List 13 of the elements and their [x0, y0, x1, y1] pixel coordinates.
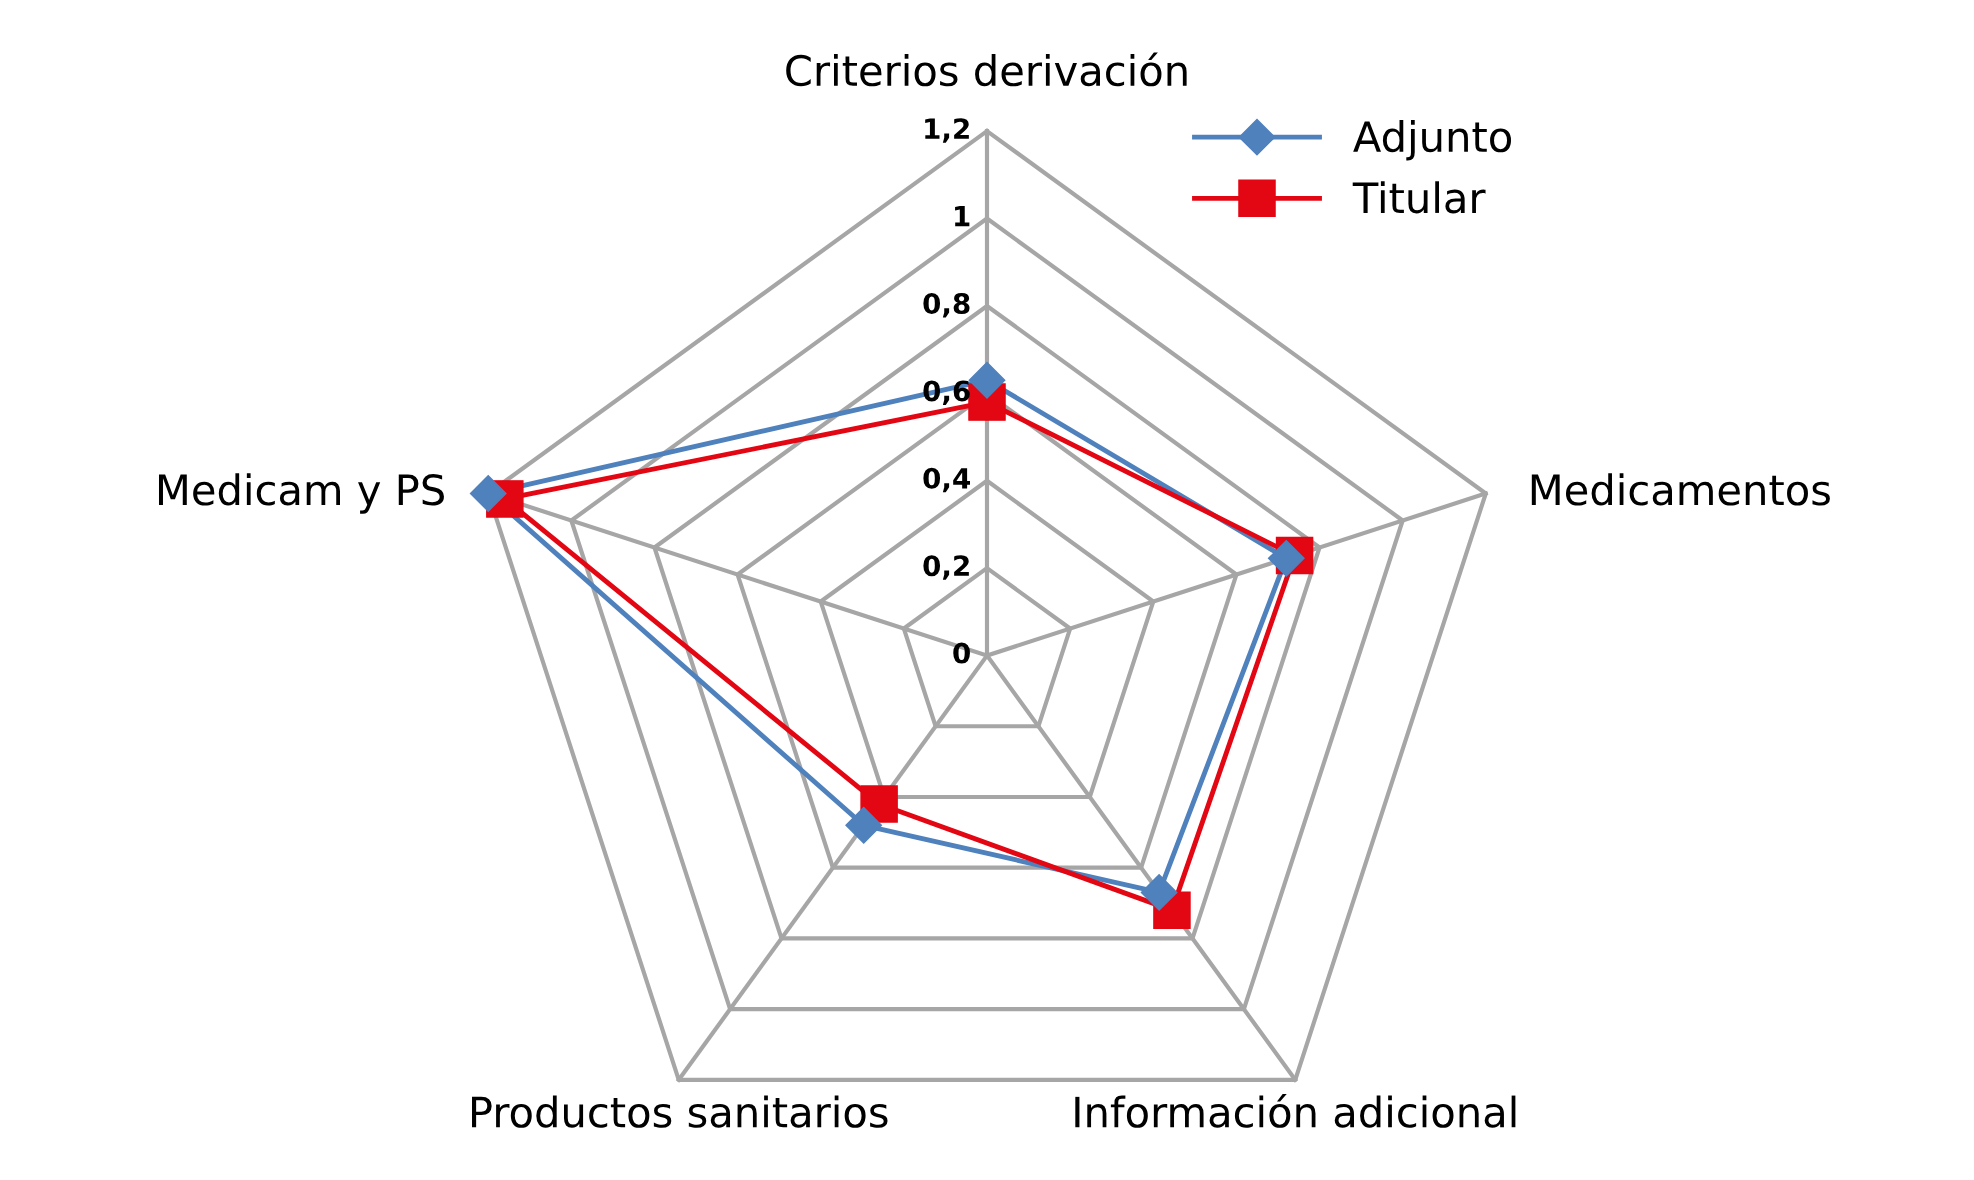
legend-label: Titular: [1352, 181, 1486, 214]
spoke-label: Criterios derivación: [786, 52, 1187, 87]
spoke-label: Medicam y PS: [158, 473, 444, 514]
spoke-label: Medicamentos: [1531, 473, 1830, 506]
y-tick-label: 0,8: [923, 292, 970, 318]
y-tick-label: 0,4: [923, 467, 970, 493]
spoke-label: Productos sanitarios: [472, 1095, 888, 1128]
y-tick-label: 1,2: [925, 118, 969, 143]
y-tick-label: 1: [955, 205, 970, 227]
legend-label: Adjunto: [1353, 120, 1511, 161]
y-tick-label: 0,2: [923, 555, 969, 580]
y-tick-label: 0: [953, 642, 970, 664]
spoke-label: Información adicional: [1075, 1093, 1516, 1128]
